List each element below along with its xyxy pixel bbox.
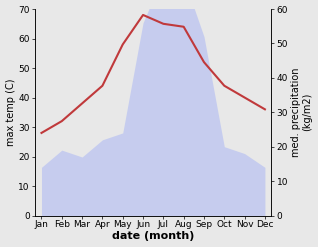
Y-axis label: max temp (C): max temp (C) [5,79,16,146]
X-axis label: date (month): date (month) [112,231,194,242]
Y-axis label: med. precipitation
(kg/m2): med. precipitation (kg/m2) [291,67,313,157]
